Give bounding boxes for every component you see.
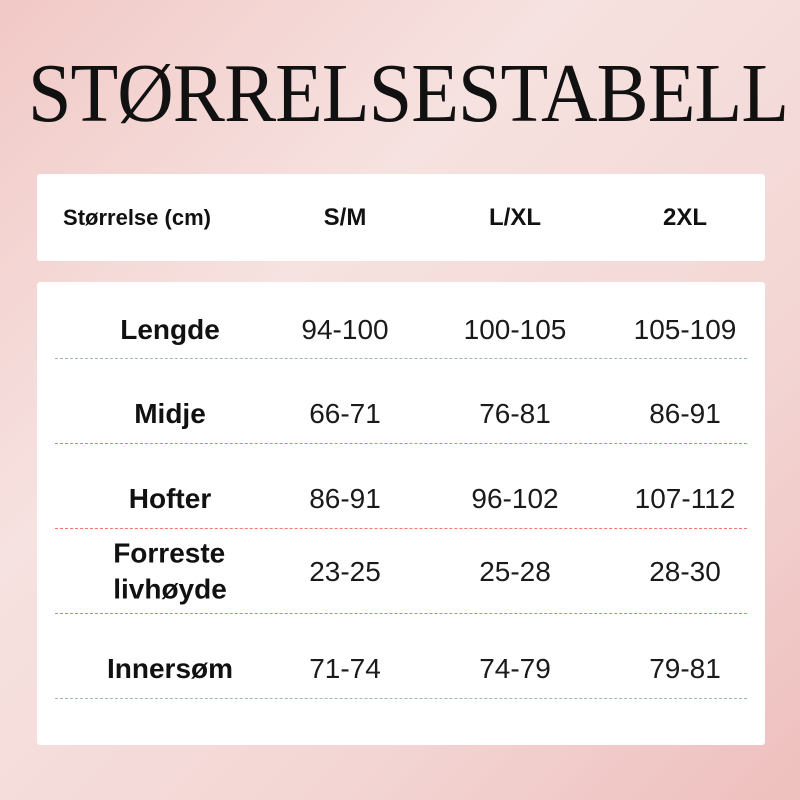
row-divider [55,358,747,359]
row-value: 96-102 [471,483,559,514]
size-table: Lengde 94-100 100-105 105-109 Midje 66-71 76-8… [37,282,765,745]
row-value: 23-25 [309,556,381,587]
row-value: 66-71 [309,398,381,429]
row-label: Forreste livhøyde [113,537,227,605]
row-value: 25-28 [479,556,551,587]
header-size-label: Størrelse (cm) [63,205,211,230]
row-label: Hofter [128,482,212,514]
row-value: 71-74 [309,653,381,684]
row-value: 79-81 [649,653,721,684]
row-value: 86-91 [649,398,721,429]
row-value: 86-91 [309,483,381,514]
row-divider [55,443,747,444]
row-value: 76-81 [479,398,551,429]
row-divider [55,613,747,614]
row-value: 105-109 [633,314,737,345]
row-value: 28-30 [649,556,721,587]
row-value: 94-100 [301,314,389,345]
page-title: STØRRELSESTABELL [28,47,789,140]
row-divider [55,528,747,529]
header-sm: S/M [323,204,367,231]
header-lxl: L/XL [489,204,541,231]
row-label: Midje [134,397,206,429]
row-value: 107-112 [634,483,736,514]
row-value: 74-79 [479,653,551,684]
header-2xl: 2XL [662,204,708,231]
row-label: Innersøm [106,652,234,684]
table-header: Størrelse (cm) S/M L/XL 2XL [37,174,765,261]
row-value: 100-105 [463,314,567,345]
row-label: Lengde [120,313,220,345]
row-divider [55,698,747,699]
